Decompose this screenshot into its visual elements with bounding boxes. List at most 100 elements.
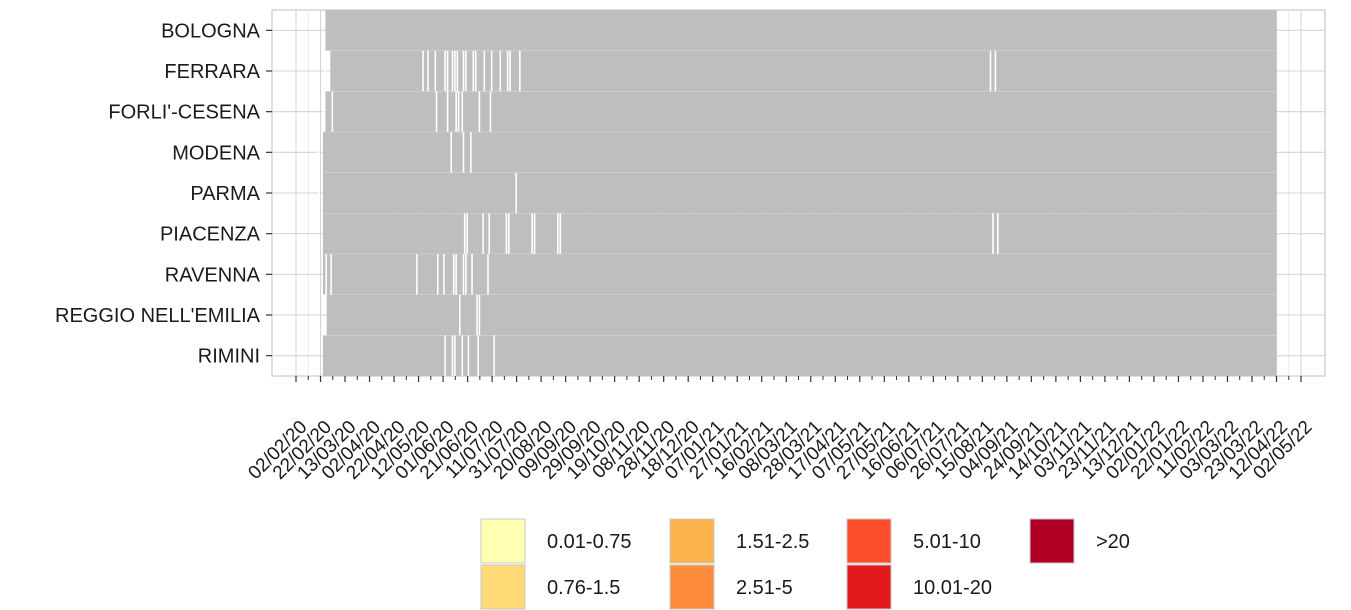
tile-gap xyxy=(478,91,481,132)
legend-swatch xyxy=(846,518,892,564)
tile-row xyxy=(322,213,1277,254)
tile-gap xyxy=(505,213,508,254)
legend-label: 10.01-20 xyxy=(913,577,992,599)
tile-gap xyxy=(478,294,481,336)
tile-gap xyxy=(992,213,994,254)
tile-gap xyxy=(476,294,478,336)
legend-item: 0.01-0.75 xyxy=(480,518,632,564)
y-tick-label: PARMA xyxy=(190,183,260,205)
legend-swatch xyxy=(480,564,526,610)
tiles-layer xyxy=(318,10,1277,376)
legend-swatch xyxy=(669,518,715,564)
tile-gap xyxy=(557,213,559,254)
tile-gap xyxy=(324,50,326,92)
tile-gap xyxy=(559,213,562,254)
tile-gap xyxy=(471,254,473,295)
tile-gap xyxy=(427,50,429,92)
legend-label: 0.01-0.75 xyxy=(547,531,632,553)
tile-band xyxy=(322,335,1277,376)
tile-gap xyxy=(446,50,449,92)
tile-band xyxy=(326,294,1277,336)
legend: 0.01-0.75 0.76-1.5 1.51-2.5 2.51-5 5.01-10 10… xyxy=(480,518,1130,610)
tile-gap xyxy=(444,335,446,376)
tile-gap xyxy=(318,172,320,214)
tile-band xyxy=(322,213,1277,254)
tile-gap xyxy=(452,254,455,295)
legend-item: 2.51-5 xyxy=(669,564,793,610)
tile-band xyxy=(325,10,1277,51)
legend-swatch xyxy=(846,564,892,610)
tile-gap xyxy=(331,91,334,132)
tile-band xyxy=(322,254,1277,295)
tile-band xyxy=(330,50,1277,92)
tile-gap xyxy=(499,50,502,92)
legend-swatch xyxy=(1029,518,1075,564)
tile-row xyxy=(322,254,1277,295)
tile-gap xyxy=(451,335,454,376)
tile-gap xyxy=(456,50,459,92)
tile-gap xyxy=(466,213,468,254)
tile-gap xyxy=(474,50,477,92)
tile-gap xyxy=(509,50,511,92)
tile-gap xyxy=(989,50,992,92)
tile-gap xyxy=(488,213,491,254)
legend-swatch xyxy=(480,518,526,564)
y-tick-label: PIACENZA xyxy=(160,224,261,246)
tile-gap xyxy=(489,91,492,132)
legend-label: 2.51-5 xyxy=(736,577,793,599)
tile-gap xyxy=(422,50,424,92)
tile-row xyxy=(318,172,1277,214)
tile-gap xyxy=(531,213,533,254)
y-tick-label: RIMINI xyxy=(198,346,260,368)
tile-gap xyxy=(443,254,445,295)
tile-gap xyxy=(416,254,418,295)
y-tick-label: BOLOGNA xyxy=(161,20,261,42)
tile-gap xyxy=(508,213,510,254)
tile-gap xyxy=(330,254,332,295)
tile-gap xyxy=(465,50,467,92)
tile-gap xyxy=(462,254,465,295)
tile-row xyxy=(324,50,1277,92)
tile-gap xyxy=(322,91,325,132)
legend-item: >20 xyxy=(1029,518,1130,564)
tile-gap xyxy=(487,254,489,295)
legend-label: 1.51-2.5 xyxy=(736,531,809,553)
legend-item: 1.51-2.5 xyxy=(669,518,809,564)
legend-swatch xyxy=(669,564,715,610)
tile-gap xyxy=(435,91,438,132)
tile-gap xyxy=(483,50,486,92)
y-tick-label: FORLI'-CESENA xyxy=(108,102,260,124)
legend-item: 10.01-20 xyxy=(846,564,992,610)
x-axis: 02/02/2022/02/2013/03/2002/04/2022/04/20… xyxy=(244,376,1317,484)
tile-band xyxy=(322,172,1277,214)
tile-row xyxy=(322,335,1277,376)
tile-gap xyxy=(318,132,320,173)
tile-gap xyxy=(533,213,536,254)
legend-label: 0.76-1.5 xyxy=(547,577,620,599)
tile-gap xyxy=(467,335,470,376)
tile-gap xyxy=(994,50,997,92)
tile-gap xyxy=(434,50,437,92)
tile-gap xyxy=(482,213,484,254)
y-tick-label: FERRARA xyxy=(164,61,260,83)
y-tick-label: MODENA xyxy=(172,142,260,164)
y-axis: RIMINI REGGIO NELL'EMILIA RAVENNA PIACENZA P… xyxy=(55,20,272,368)
tile-gap xyxy=(462,132,465,173)
tile-gap xyxy=(436,254,439,295)
tile-gap xyxy=(506,50,509,92)
tile-band xyxy=(322,132,1277,173)
tile-gap xyxy=(490,50,493,92)
tile-gap xyxy=(470,132,472,173)
tile-gap xyxy=(454,50,456,92)
tile-gap xyxy=(463,213,466,254)
tile-row xyxy=(325,10,1277,51)
tile-row xyxy=(322,91,1277,132)
tile-band xyxy=(325,91,1277,132)
legend-label: >20 xyxy=(1096,531,1130,553)
tile-gap xyxy=(519,50,521,92)
tile-gap xyxy=(515,172,517,214)
y-tick-label: REGGIO NELL'EMILIA xyxy=(55,305,261,327)
tile-gap xyxy=(455,91,457,132)
tile-row xyxy=(318,132,1277,173)
